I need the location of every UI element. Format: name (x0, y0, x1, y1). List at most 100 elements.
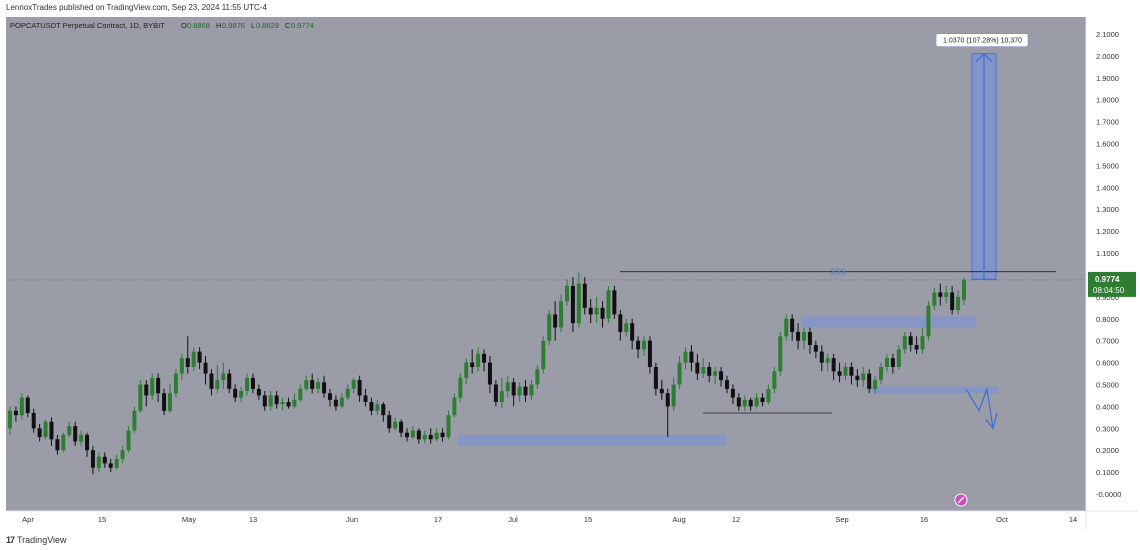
candle-body (689, 351, 694, 363)
candle-body (944, 292, 949, 297)
candle-body (647, 340, 652, 367)
candle (322, 375, 327, 398)
candle-body (677, 362, 682, 385)
candle (333, 395, 338, 411)
candle (422, 430, 427, 444)
footer-brand: 17 TradingView (6, 532, 67, 548)
candle-body (612, 290, 617, 315)
candle (114, 454, 119, 470)
candle-body (890, 358, 895, 367)
candle-body (215, 380, 220, 389)
candle-body (476, 353, 481, 367)
candle-body (683, 351, 688, 363)
candle (55, 434, 60, 455)
candle (90, 445, 95, 475)
candle-body (772, 371, 777, 389)
projection-arrow-head (985, 412, 998, 430)
candle (470, 349, 475, 374)
candle-body (434, 432, 439, 440)
candle-body (446, 415, 451, 438)
candle (85, 432, 90, 457)
candle-body (505, 382, 510, 392)
candle-body (298, 388, 303, 400)
candle-body (452, 397, 457, 416)
candle-body (671, 384, 676, 407)
demand-zone (801, 316, 976, 328)
x-tick-label: 12 (732, 515, 740, 524)
candle-body (707, 366, 712, 376)
magic-wand-icon[interactable] (954, 493, 968, 507)
y-tick-label: 0.2000 (1096, 446, 1119, 455)
candle (730, 384, 735, 405)
candle-body (410, 430, 415, 438)
candle (25, 395, 30, 418)
candle (719, 366, 724, 387)
candle (772, 366, 777, 394)
y-tick-label: 0.4000 (1096, 402, 1119, 411)
x-tick-label: May (182, 515, 196, 524)
candle (547, 310, 552, 346)
x-tick-label: 16 (920, 515, 928, 524)
candle-body (778, 336, 783, 372)
candle-body (642, 340, 647, 350)
candle (108, 458, 113, 473)
candle-body (582, 283, 587, 308)
candle (227, 369, 232, 394)
candle-body (191, 351, 196, 367)
candle (612, 285, 617, 319)
x-tick-label: 15 (584, 515, 592, 524)
candle-body (807, 331, 812, 346)
legend-symbol: POPCATUSDT Perpetual Contract, 1D, BYBIT (10, 21, 165, 30)
time-axis[interactable]: Apr 15 May 13 Jun 17 Jul 15 Aug 12 Sep 16 Oct 14 (22, 515, 1077, 524)
candle-body (61, 434, 66, 451)
candle (695, 353, 700, 381)
annotation-overlays (6, 52, 1086, 430)
candle-body (369, 402, 374, 411)
candle (914, 336, 919, 354)
y-tick-label: 0.9000 (1096, 293, 1119, 302)
candlestick-chart[interactable]: 2.1000 2.0000 1.9000 1.8000 1.7000 1.6000 1.50… (6, 17, 1138, 529)
chart-container[interactable]: 2.1000 2.0000 1.9000 1.8000 1.7000 1.6000 1.50… (6, 17, 1138, 529)
candle-body (316, 382, 321, 389)
candle (162, 388, 167, 416)
candle (150, 373, 155, 400)
candle-body (618, 314, 623, 332)
candle (256, 384, 261, 400)
candle-body (162, 393, 167, 411)
candle (203, 356, 208, 385)
price-axis[interactable]: 2.1000 2.0000 1.9000 1.8000 1.7000 1.6000 1.50… (1096, 30, 1121, 499)
candle (304, 375, 309, 392)
candle (262, 391, 267, 411)
candle (233, 384, 238, 403)
candle-body (831, 358, 836, 372)
time-axis-background (6, 511, 1138, 529)
candle-body (796, 331, 801, 341)
candle-body (902, 336, 907, 350)
candle (843, 362, 848, 381)
candle-body (114, 458, 119, 468)
candle-body (96, 456, 101, 468)
candle-body (280, 402, 285, 405)
candle (19, 393, 24, 420)
candle-body (576, 283, 581, 324)
candle (938, 283, 943, 306)
candle-body (784, 318, 789, 337)
candle-body (286, 402, 291, 407)
candle (582, 277, 587, 315)
candle (890, 353, 895, 374)
candle (43, 419, 48, 440)
candle (369, 397, 374, 416)
candle (790, 314, 795, 341)
candle (375, 399, 380, 416)
x-tick-label: Sep (835, 515, 848, 524)
candle-body (564, 285, 569, 302)
candle-body (499, 391, 504, 403)
candle-body (819, 351, 824, 363)
candle-body (926, 305, 931, 337)
candle-body (13, 410, 18, 416)
candle (185, 336, 190, 374)
candle-body (802, 331, 807, 341)
legend-o-label: O (181, 21, 187, 30)
candle-body (624, 323, 629, 332)
candle (428, 428, 433, 444)
